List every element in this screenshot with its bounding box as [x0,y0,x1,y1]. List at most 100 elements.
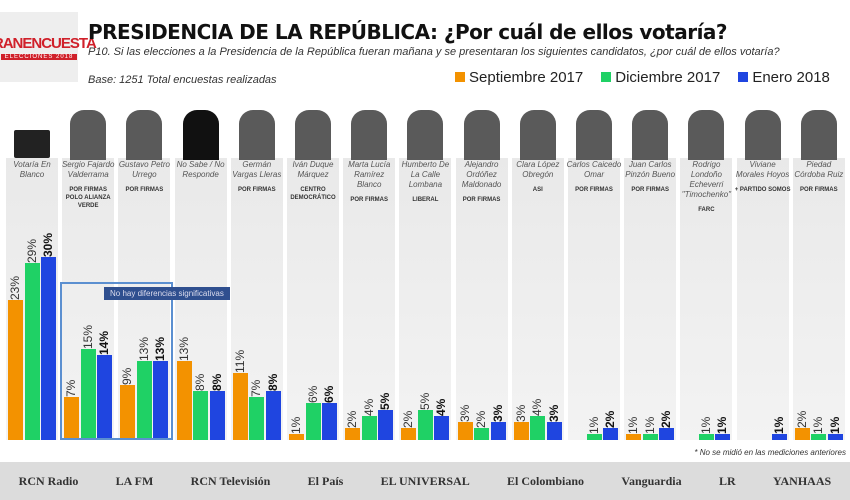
bar [176,360,192,440]
bar [434,415,450,440]
bar [136,360,152,440]
candidate-photo [351,110,388,160]
media-logo: RCN Radio [18,473,79,488]
media-logo: LR [718,473,736,488]
media-logo: El Colombiano [507,473,585,488]
data-label: 7% [249,379,264,398]
footer-logos: RCN Radio LA FM RCN Televisión El País EL UN… [0,462,850,500]
data-label: 2% [794,410,809,428]
bar [771,433,787,440]
bar [8,299,23,440]
data-label: 1% [626,416,641,434]
bar [153,360,169,440]
legend-swatch [601,72,612,82]
data-label: 2% [659,410,674,428]
data-label: 8% [265,373,280,392]
bar [265,391,281,440]
bar [513,421,529,440]
candidate-name: Piedad Córdoba Ruiz POR FIRMAS [791,160,847,194]
candidate-name: Iván Duque Márquez CENTRO DEMOCRÁTICO [285,160,341,202]
data-label: 5% [378,392,393,410]
candidate-name: Juan Carlos Pinzón Bueno POR FIRMAS [622,160,678,194]
media-logo: LA FM [115,473,154,488]
significance-box [60,282,173,440]
candidate-photo [295,110,331,160]
candidate-photo [182,110,219,160]
data-label: 1% [642,416,657,434]
bar [64,397,80,440]
candidate-column: Iván Duque Márquez CENTRO DEMOCRÁTICO 1% 6%… [287,100,339,440]
bar [586,433,602,440]
bar [530,415,546,440]
data-label: 1% [586,416,601,434]
column-background [568,158,620,440]
data-label: 8% [193,373,208,392]
candidate-column: Votaría En Blanco 23% 29% 30% [6,100,58,440]
bar [378,409,394,440]
candidate-party: ASI [532,187,543,193]
candidate-column: Rodrigo Londoño Echeverri "Timochenko" FA… [678,100,734,440]
candidate-column: Alejandro Ordóñez Maldonado POR FIRMAS 3% 2… [455,100,508,440]
candidate-column: Piedad Córdoba Ruiz POR FIRMAS 2% 1% 1% [791,100,847,440]
data-label: 8% [209,373,224,392]
data-label: 30% [41,232,55,257]
bar [457,421,473,440]
candidate-party: POR FIRMAS [575,187,613,193]
media-logo: YANHAAS [772,473,832,488]
candidate-column: Sergio Fajardo Valderrama POR FIRMAS POLO… [62,100,114,440]
bar [546,421,562,440]
bar [345,427,361,440]
data-label: 11% [232,349,247,373]
candidate-party: POR FIRMAS [631,187,670,193]
candidate-party: POR FIRMAS [462,197,501,203]
bar [659,427,675,440]
candidate-name: Rodrigo Londoño Echeverri "Timochenko" FA… [678,160,734,214]
column-background [624,158,677,440]
media-logo: Vanguardia [621,473,682,488]
bar [193,391,209,440]
candidate-party: POR FIRMAS [237,187,276,193]
candidate-party: POR FIRMAS [799,187,838,193]
candidate-name: Votaría En Blanco [13,160,51,179]
bar [811,433,827,440]
bar [232,372,248,440]
column-background [511,158,564,440]
candidate-name: Clara López Obregón ASI [510,160,566,194]
bar [490,421,506,440]
candidate-photo [576,110,612,160]
candidate-name: Marta Lucía Ramírez Blanco POR FIRMAS [341,160,397,204]
ballot-box-icon [14,130,50,158]
data-label: 2% [345,410,360,428]
candidate-column: Humberto De La Calle Lombana LIBERAL 2% 5% 4… [399,100,452,440]
media-logo: El País [307,473,344,488]
data-label: 3% [457,404,472,422]
data-label: 1% [771,416,786,434]
logo-subtext: ELECCIONES 2018 [0,53,78,60]
candidate-photo [70,110,107,160]
base-text: Base: 1251 Total encuestas realizadas [88,74,277,86]
candidate-column: Viviane Morales Hoyos + PARTIDO SOMOS 1% [735,100,790,440]
candidate-column: Carlos Caicedo Omar POR FIRMAS 1% 2% [567,100,621,440]
bar [827,433,843,440]
bar [603,427,618,440]
data-label: 6% [322,386,336,404]
data-label: 1% [698,416,713,434]
gran-encuesta-logo: GRANENCUESTA ELECCIONES 2018 [0,12,97,82]
bar [417,409,433,440]
column-background [680,158,733,440]
bar [120,385,136,440]
data-label: 1% [827,416,842,434]
legend: Septiembre 2017 Diciembre 2017 Enero 2018 [455,69,830,86]
data-label: 2% [474,410,489,428]
question-text: P10. Si las elecciones a la Presidencia … [88,46,780,58]
candidate-photo [688,110,725,160]
data-label: 2% [603,410,617,428]
candidate-photo [744,110,781,160]
significance-label: No hay diferencias significativas [104,287,230,300]
data-label: 3% [546,404,561,422]
column-background [792,158,845,440]
legend-item: Septiembre 2017 [455,69,583,86]
data-label: 5% [417,392,432,410]
candidate-column: No Sabe / No Responde 13% 8% 8% [174,100,227,440]
data-label: 23% [8,275,22,300]
